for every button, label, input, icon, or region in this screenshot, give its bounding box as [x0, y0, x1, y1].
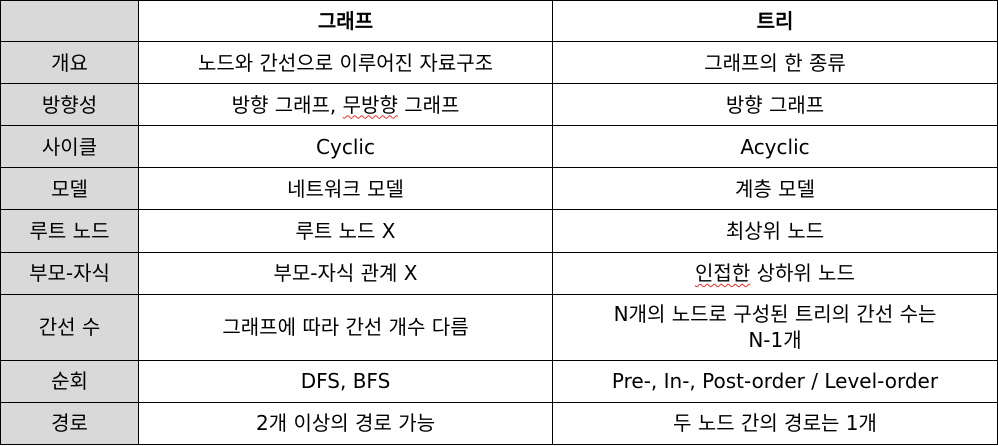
row-label: 루트 노드	[0, 209, 139, 253]
row-label: 경로	[0, 401, 139, 446]
graph-cell: 2개 이상의 경로 가능	[138, 401, 553, 446]
header-corner-cell	[0, 0, 139, 43]
table-row: 순회 DFS, BFS Pre-, In-, Post-order / Leve…	[0, 359, 998, 403]
graph-cell: 루트 노드 X	[138, 209, 553, 253]
spellcheck-word: 인접한	[695, 261, 751, 286]
tree-text-part: 상하위 노드	[750, 261, 855, 286]
row-label: 사이클	[0, 125, 139, 169]
row-label: 순회	[0, 359, 139, 403]
tree-cell: Pre-, In-, Post-order / Level-order	[552, 359, 998, 403]
tree-text-line: N개의 노드로 구성된 트리의 간선 수는	[613, 302, 937, 327]
table-row: 부모-자식 부모-자식 관계 X 인접한 상하위 노드	[0, 251, 998, 295]
graph-cell: 부모-자식 관계 X	[138, 251, 553, 295]
table-row: 개요 노드와 간선으로 이루어진 자료구조 그래프의 한 종류	[0, 41, 998, 85]
graph-cell: 그래프에 따라 간선 개수 다름	[138, 293, 553, 361]
tree-cell: 방향 그래프	[552, 83, 998, 127]
spellcheck-word: 무방향	[342, 92, 398, 117]
table-row: 간선 수 그래프에 따라 간선 개수 다름 N개의 노드로 구성된 트리의 간선…	[0, 293, 998, 361]
tree-cell: 최상위 노드	[552, 209, 998, 253]
tree-cell: 인접한 상하위 노드	[552, 251, 998, 295]
tree-cell: 그래프의 한 종류	[552, 41, 998, 85]
table-row: 사이클 Cyclic Acyclic	[0, 125, 998, 169]
graph-cell: 방향 그래프, 무방향 그래프	[138, 83, 553, 127]
graph-cell: Cyclic	[138, 125, 553, 169]
table-row: 경로 2개 이상의 경로 가능 두 노드 간의 경로는 1개	[0, 401, 998, 446]
tree-cell: N개의 노드로 구성된 트리의 간선 수는 N-1개	[552, 293, 998, 361]
row-label: 개요	[0, 41, 139, 85]
tree-cell: Acyclic	[552, 125, 998, 169]
row-label: 모델	[0, 167, 139, 211]
header-graph: 그래프	[138, 0, 553, 43]
table-row: 모델 네트워크 모델 계층 모델	[0, 167, 998, 211]
graph-cell: 노드와 간선으로 이루어진 자료구조	[138, 41, 553, 85]
row-label: 간선 수	[0, 293, 139, 361]
row-label: 방향성	[0, 83, 139, 127]
graph-cell: 네트워크 모델	[138, 167, 553, 211]
graph-cell: DFS, BFS	[138, 359, 553, 403]
header-tree: 트리	[552, 0, 998, 43]
tree-cell: 두 노드 간의 경로는 1개	[552, 401, 998, 446]
header-row: 그래프 트리	[0, 0, 998, 43]
graph-text-part: 그래프	[397, 92, 460, 117]
tree-cell: 계층 모델	[552, 167, 998, 211]
row-label: 부모-자식	[0, 251, 139, 295]
table-row: 방향성 방향 그래프, 무방향 그래프 방향 그래프	[0, 83, 998, 127]
tree-text-line: N-1개	[748, 328, 802, 353]
table-row: 루트 노드 루트 노드 X 최상위 노드	[0, 209, 998, 253]
graph-text-part: 방향 그래프,	[231, 92, 343, 117]
